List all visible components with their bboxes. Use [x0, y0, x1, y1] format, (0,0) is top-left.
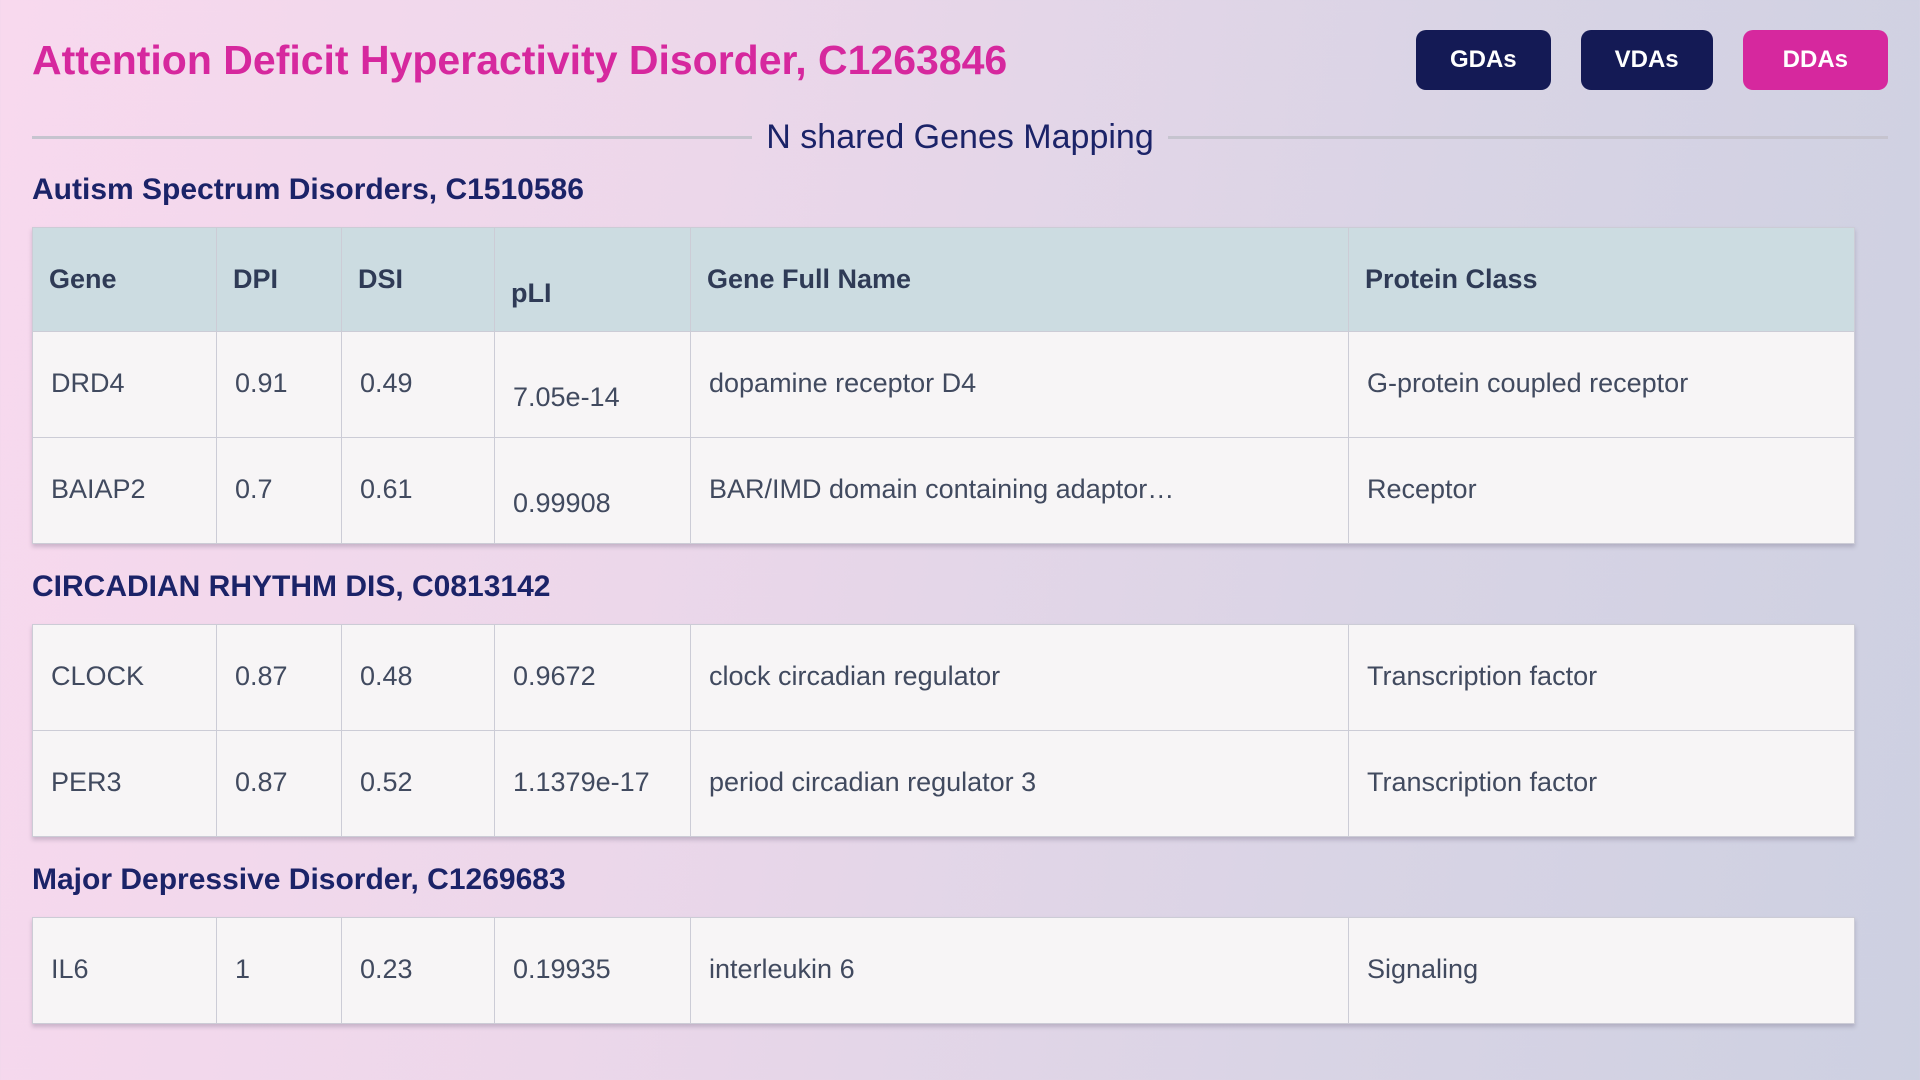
column-header: Gene Full Name — [690, 227, 1349, 332]
table-row: CLOCK 0.87 0.48 0.9672 clock circadian regul… — [32, 624, 1855, 731]
cell-full-name: dopamine receptor D4 — [690, 331, 1349, 438]
gene-table: CLOCK 0.87 0.48 0.9672 clock circadian regul… — [32, 624, 1855, 837]
cell-protein-class: G-protein coupled receptor — [1348, 331, 1855, 438]
column-header: pLI — [494, 227, 691, 332]
cell-pli: 1.1379e-17 — [494, 730, 691, 837]
table-row: DRD4 0.91 0.49 7.05e-14 dopamine receptor D4… — [32, 331, 1855, 438]
cell-protein-class: Receptor — [1348, 437, 1855, 544]
cell-full-name: interleukin 6 — [690, 917, 1349, 1024]
cell-gene: BAIAP2 — [32, 437, 217, 544]
cell-pli: 0.19935 — [494, 917, 691, 1024]
cell-full-name: BAR/IMD domain containing adaptor… — [690, 437, 1349, 544]
cell-protein-class: Transcription factor — [1348, 730, 1855, 837]
cell-dsi: 0.61 — [341, 437, 495, 544]
column-header: Protein Class — [1348, 227, 1855, 332]
cell-dpi: 0.91 — [216, 331, 342, 438]
cell-dsi: 0.52 — [341, 730, 495, 837]
cell-gene: PER3 — [32, 730, 217, 837]
divider-title: N shared Genes Mapping — [766, 118, 1154, 156]
table-row: BAIAP2 0.7 0.61 0.99908 BAR/IMD domain conta… — [32, 437, 1855, 544]
table-header-row: Gene DPI DSI pLI Gene Full Name Protein Class — [32, 227, 1855, 332]
cell-dpi: 0.7 — [216, 437, 342, 544]
disease-section-title: Autism Spectrum Disorders, C1510586 — [32, 173, 584, 206]
cell-dsi: 0.23 — [341, 917, 495, 1024]
cell-pli: 7.05e-14 — [494, 331, 691, 438]
nav-button-group: GDAs VDAs DDAs — [1415, 30, 1888, 90]
cell-dpi: 0.87 — [216, 730, 342, 837]
cell-dsi: 0.49 — [341, 331, 495, 438]
cell-gene: IL6 — [32, 917, 217, 1024]
cell-protein-class: Transcription factor — [1348, 624, 1855, 731]
column-header: DPI — [216, 227, 342, 332]
cell-protein-class: Signaling — [1348, 917, 1855, 1024]
table-row: PER3 0.87 0.52 1.1379e-17 period circadian r… — [32, 730, 1855, 837]
disease-section-title: CIRCADIAN RHYTHM DIS, C0813142 — [32, 570, 551, 603]
section-divider: N shared Genes Mapping — [32, 118, 1889, 157]
cell-dpi: 0.87 — [216, 624, 342, 731]
cell-pli: 0.99908 — [494, 437, 691, 544]
gene-table: IL6 1 0.23 0.19935 interleukin 6 Signaling — [32, 917, 1855, 1024]
table-row: IL6 1 0.23 0.19935 interleukin 6 Signaling — [32, 917, 1855, 1024]
cell-dsi: 0.48 — [341, 624, 495, 731]
divider-line-right — [1167, 136, 1889, 139]
divider-line-left — [32, 136, 753, 139]
disease-sections: Autism Spectrum Disorders, C1510586 Gene D… — [32, 173, 1888, 1024]
disease-section-title: Major Depressive Disorder, C1269683 — [32, 863, 566, 896]
nav-button-ddas[interactable]: DDAs — [1742, 30, 1888, 90]
cell-gene: DRD4 — [32, 331, 217, 438]
page: Attention Deficit Hyperactivity Disorder… — [0, 30, 1920, 1024]
cell-pli: 0.9672 — [494, 624, 691, 731]
nav-button-vdas[interactable]: VDAs — [1580, 30, 1713, 90]
cell-dpi: 1 — [216, 917, 342, 1024]
cell-full-name: period circadian regulator 3 — [690, 730, 1349, 837]
column-header: DSI — [341, 227, 495, 332]
cell-gene: CLOCK — [32, 624, 217, 731]
column-header: Gene — [32, 227, 217, 332]
page-title: Attention Deficit Hyperactivity Disorder… — [32, 36, 1008, 83]
cell-full-name: clock circadian regulator — [690, 624, 1349, 731]
nav-button-gdas[interactable]: GDAs — [1415, 30, 1551, 90]
gene-table: Gene DPI DSI pLI Gene Full Name Protein Class… — [32, 227, 1855, 544]
top-bar: Attention Deficit Hyperactivity Disorder… — [32, 30, 1888, 90]
